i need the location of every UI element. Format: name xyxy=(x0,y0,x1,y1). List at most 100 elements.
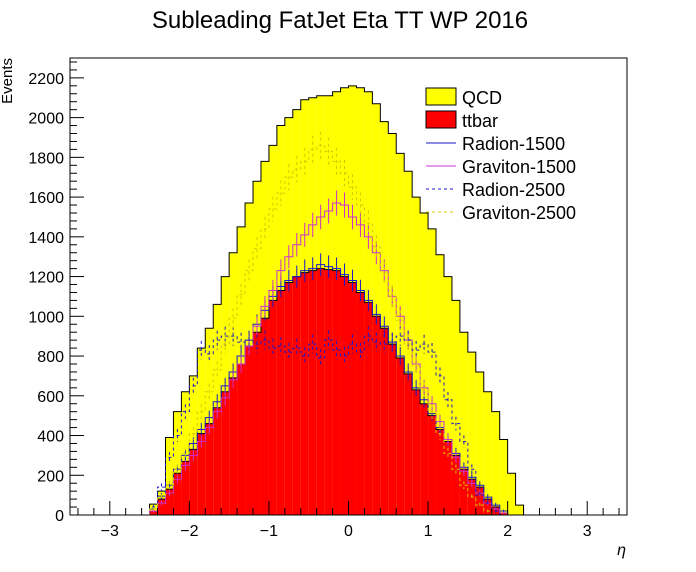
bar-qcd-49 xyxy=(459,332,468,515)
bar-ttbar-28 xyxy=(292,276,301,515)
x-tick-label: 2 xyxy=(503,523,512,540)
bar-qcd-55 xyxy=(507,473,516,515)
legend-entry-radion-2500: Radion-2500 xyxy=(426,180,565,200)
y-tick-label: 0 xyxy=(55,508,64,525)
bar-ttbar-25 xyxy=(268,300,277,515)
bar-qcd-46 xyxy=(436,254,444,516)
bar-ttbar-10 xyxy=(149,511,158,515)
bar-ttbar-21 xyxy=(237,363,246,515)
bar-qcd-48 xyxy=(451,300,460,515)
bar-ttbar-26 xyxy=(276,290,285,515)
bar-ttbar-40 xyxy=(388,344,397,515)
y-tick-label: 400 xyxy=(37,429,64,446)
y-tick-label: 1600 xyxy=(28,190,64,207)
y-tick-label: 2200 xyxy=(28,71,64,88)
legend-entry-radion-1500: Radion-1500 xyxy=(426,134,565,154)
legend-label-graviton-2500: Graviton-2500 xyxy=(462,203,576,223)
bar-ttbar-23 xyxy=(253,332,261,515)
series-ttbar xyxy=(70,268,627,516)
bar-ttbar-15 xyxy=(189,449,198,515)
legend-label-graviton-1500: Graviton-1500 xyxy=(462,157,576,177)
bar-ttbar-37 xyxy=(364,302,373,515)
plot-area xyxy=(70,85,627,516)
legend-label-qcd: QCD xyxy=(462,88,502,108)
y-tick-label: 2000 xyxy=(28,111,64,128)
bar-qcd-51 xyxy=(475,371,484,515)
x-tick-label: −2 xyxy=(180,523,198,540)
legend-swatch-ttbar xyxy=(425,110,457,129)
legend-label-ttbar: ttbar xyxy=(462,111,498,131)
series-graviton-2500 xyxy=(70,131,627,516)
x-tick-label: −1 xyxy=(260,523,278,540)
bar-ttbar-17 xyxy=(205,423,214,515)
bar-ttbar-39 xyxy=(380,328,389,515)
bar-qcd-45 xyxy=(428,228,437,515)
bar-ttbar-29 xyxy=(300,272,309,515)
bar-ttbar-24 xyxy=(260,318,269,515)
bar-ttbar-30 xyxy=(308,270,317,515)
bar-ttbar-49 xyxy=(459,469,468,515)
y-tick-label: 1400 xyxy=(28,230,64,247)
legend-entry-qcd: QCD xyxy=(425,87,502,108)
bar-ttbar-47 xyxy=(443,441,452,515)
x-tick-label: 3 xyxy=(583,523,592,540)
y-tick-label: 1200 xyxy=(28,270,64,287)
legend-entry-graviton-2500: Graviton-2500 xyxy=(426,203,576,223)
bar-ttbar-33 xyxy=(332,270,341,515)
y-tick-label: 200 xyxy=(37,468,64,485)
bar-qcd-13 xyxy=(173,411,182,515)
line-graviton-2500 xyxy=(70,144,627,516)
bar-ttbar-41 xyxy=(396,358,405,515)
bar-ttbar-18 xyxy=(213,407,222,515)
bar-ttbar-34 xyxy=(340,276,349,515)
bar-ttbar-35 xyxy=(348,282,357,515)
bar-ttbar-22 xyxy=(245,346,254,515)
bar-ttbar-11 xyxy=(157,499,166,515)
bar-ttbar-48 xyxy=(451,455,460,515)
bar-ttbar-20 xyxy=(229,377,238,515)
legend-entry-ttbar: ttbar xyxy=(425,110,498,131)
bar-ttbar-16 xyxy=(197,433,206,515)
bar-qcd-12 xyxy=(165,437,174,515)
legend-label-radion-1500: Radion-1500 xyxy=(462,134,565,154)
bar-qcd-52 xyxy=(483,391,492,515)
bar-ttbar-14 xyxy=(181,461,190,515)
bar-ttbar-46 xyxy=(436,429,444,515)
x-tick-label: 1 xyxy=(424,523,433,540)
outline-qcd xyxy=(70,85,627,516)
bar-ttbar-51 xyxy=(475,487,484,515)
bar-ttbar-13 xyxy=(173,473,182,515)
bar-qcd-56 xyxy=(515,505,524,515)
bar-ttbar-44 xyxy=(420,403,429,515)
x-tick-label: 0 xyxy=(344,523,353,540)
y-axis-label: Events xyxy=(0,58,16,104)
series-radion-2500 xyxy=(70,326,627,516)
legend-swatch-qcd xyxy=(425,87,457,106)
y-tick-label: 600 xyxy=(37,389,64,406)
bar-ttbar-38 xyxy=(372,316,381,515)
bar-ttbar-27 xyxy=(284,282,293,515)
y-tick-label: 1000 xyxy=(28,309,64,326)
bar-ttbar-19 xyxy=(221,391,230,515)
bar-qcd-47 xyxy=(443,276,452,515)
axes: 0 200 400 600 800 1000 1200 1400 1600 1800 2000 220… xyxy=(28,57,628,540)
bar-qcd-44 xyxy=(420,212,429,515)
line-radion-2500 xyxy=(70,335,627,516)
legend-label-radion-2500: Radion-2500 xyxy=(462,180,565,200)
bar-ttbar-31 xyxy=(316,268,325,515)
bar-ttbar-42 xyxy=(404,373,413,515)
bar-ttbar-32 xyxy=(324,269,333,515)
bar-qcd-40 xyxy=(388,133,397,516)
series-graviton-1500 xyxy=(70,190,627,516)
legend-entry-graviton-1500: Graviton-1500 xyxy=(426,157,576,177)
bar-qcd-54 xyxy=(499,439,508,515)
line-graviton-1500 xyxy=(70,202,627,516)
y-tick-label: 1800 xyxy=(28,150,64,167)
bar-ttbar-43 xyxy=(412,389,421,515)
y-tick-label: 800 xyxy=(37,349,64,366)
line-radion-1500 xyxy=(70,264,627,516)
x-tick-label: −3 xyxy=(101,523,119,540)
x-axis-label: η xyxy=(617,542,626,559)
legend: QCD ttbar Radion-1500 Graviton-1500 Radion-2… xyxy=(425,87,576,223)
